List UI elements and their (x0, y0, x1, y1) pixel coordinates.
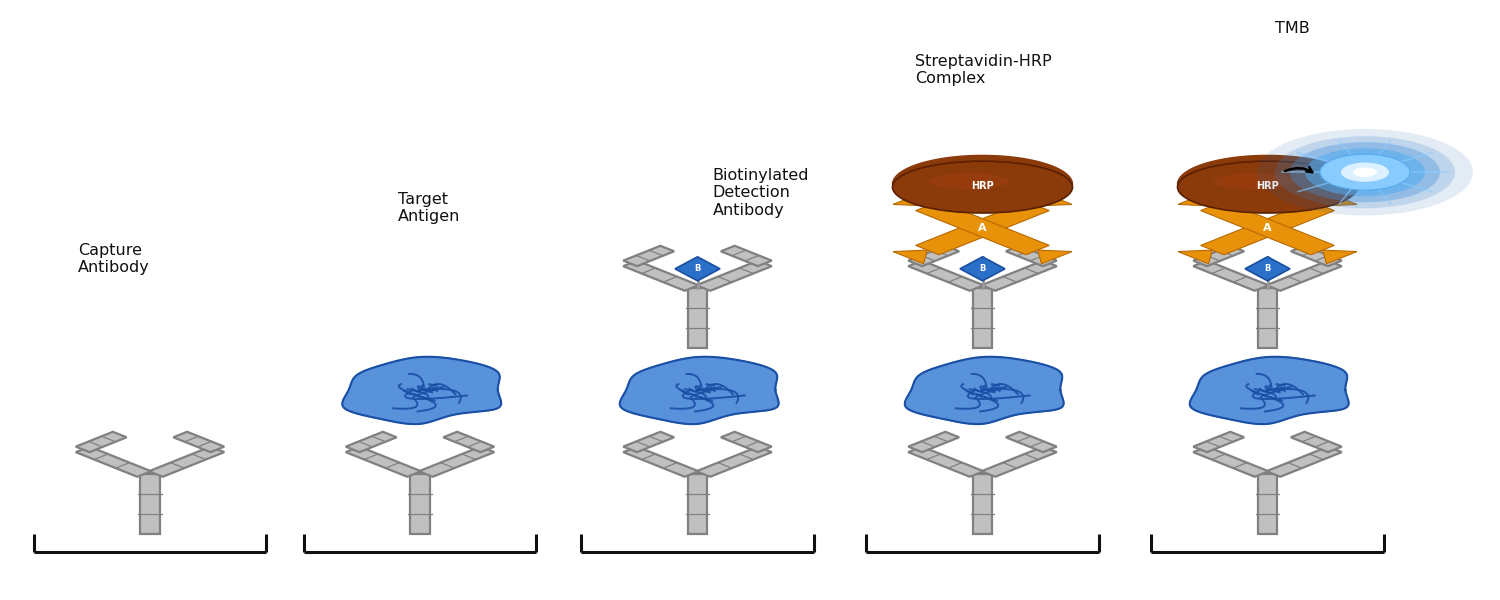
Polygon shape (1178, 192, 1212, 206)
Polygon shape (1266, 260, 1342, 291)
Text: Capture
Antibody: Capture Antibody (78, 243, 150, 275)
Polygon shape (722, 246, 772, 266)
Polygon shape (915, 201, 1050, 255)
Text: Biotinylated
Detection
Antibody: Biotinylated Detection Antibody (712, 168, 809, 218)
Polygon shape (1192, 446, 1269, 477)
Ellipse shape (928, 173, 1010, 189)
Circle shape (1353, 167, 1377, 177)
Text: HRP: HRP (1256, 181, 1280, 191)
Polygon shape (1245, 257, 1290, 281)
Ellipse shape (1214, 173, 1294, 189)
Polygon shape (1007, 246, 1058, 266)
Polygon shape (1200, 201, 1335, 255)
Polygon shape (960, 257, 1005, 281)
Polygon shape (981, 446, 1058, 477)
Bar (1257, 474, 1276, 534)
Polygon shape (892, 192, 927, 206)
Polygon shape (892, 155, 1072, 184)
Ellipse shape (1178, 161, 1358, 213)
Polygon shape (696, 260, 772, 291)
Polygon shape (1266, 446, 1342, 477)
Polygon shape (915, 201, 1050, 255)
Circle shape (1290, 142, 1440, 202)
Polygon shape (892, 250, 927, 264)
Polygon shape (1323, 250, 1358, 264)
Bar (687, 288, 708, 348)
Polygon shape (1038, 192, 1072, 206)
Text: B: B (1264, 264, 1270, 273)
Polygon shape (419, 446, 495, 477)
Circle shape (1257, 129, 1473, 215)
Bar (974, 474, 993, 534)
Polygon shape (622, 432, 674, 452)
Polygon shape (1292, 246, 1342, 266)
Polygon shape (1178, 155, 1358, 184)
Text: TMB: TMB (1275, 21, 1310, 36)
Polygon shape (1192, 432, 1243, 452)
Polygon shape (696, 446, 772, 477)
Polygon shape (1178, 250, 1212, 264)
Bar (974, 288, 993, 348)
Polygon shape (622, 246, 674, 266)
Polygon shape (904, 357, 1064, 424)
Bar (141, 474, 159, 534)
Polygon shape (75, 446, 152, 477)
Bar (411, 474, 430, 534)
Polygon shape (622, 260, 699, 291)
Polygon shape (345, 432, 396, 452)
Polygon shape (622, 446, 699, 477)
Polygon shape (345, 446, 422, 477)
Circle shape (1305, 148, 1425, 196)
Text: HRP: HRP (970, 181, 994, 191)
Polygon shape (620, 357, 778, 424)
Text: Target
Antigen: Target Antigen (398, 192, 460, 224)
Polygon shape (981, 260, 1058, 291)
Polygon shape (1192, 246, 1243, 266)
Ellipse shape (892, 161, 1072, 213)
Circle shape (1320, 154, 1410, 190)
Polygon shape (1007, 432, 1058, 452)
Polygon shape (75, 432, 126, 452)
Text: B: B (980, 264, 986, 273)
Bar (1257, 288, 1276, 348)
Polygon shape (722, 432, 772, 452)
Circle shape (1275, 136, 1455, 208)
Polygon shape (1190, 357, 1348, 424)
Polygon shape (908, 446, 984, 477)
Polygon shape (908, 246, 958, 266)
Polygon shape (174, 432, 225, 452)
Polygon shape (675, 257, 720, 281)
Polygon shape (444, 432, 495, 452)
Circle shape (1341, 163, 1389, 182)
Text: A: A (978, 223, 987, 233)
Text: Streptavidin-HRP
Complex: Streptavidin-HRP Complex (915, 54, 1052, 86)
Bar (687, 474, 708, 534)
Polygon shape (908, 260, 984, 291)
Polygon shape (908, 432, 958, 452)
Polygon shape (1038, 250, 1072, 264)
Text: A: A (1263, 223, 1272, 233)
Text: B: B (694, 264, 700, 273)
Polygon shape (342, 357, 501, 424)
Polygon shape (1323, 192, 1358, 206)
Polygon shape (1200, 201, 1335, 255)
Polygon shape (1292, 432, 1342, 452)
Polygon shape (1192, 260, 1269, 291)
Polygon shape (148, 446, 225, 477)
